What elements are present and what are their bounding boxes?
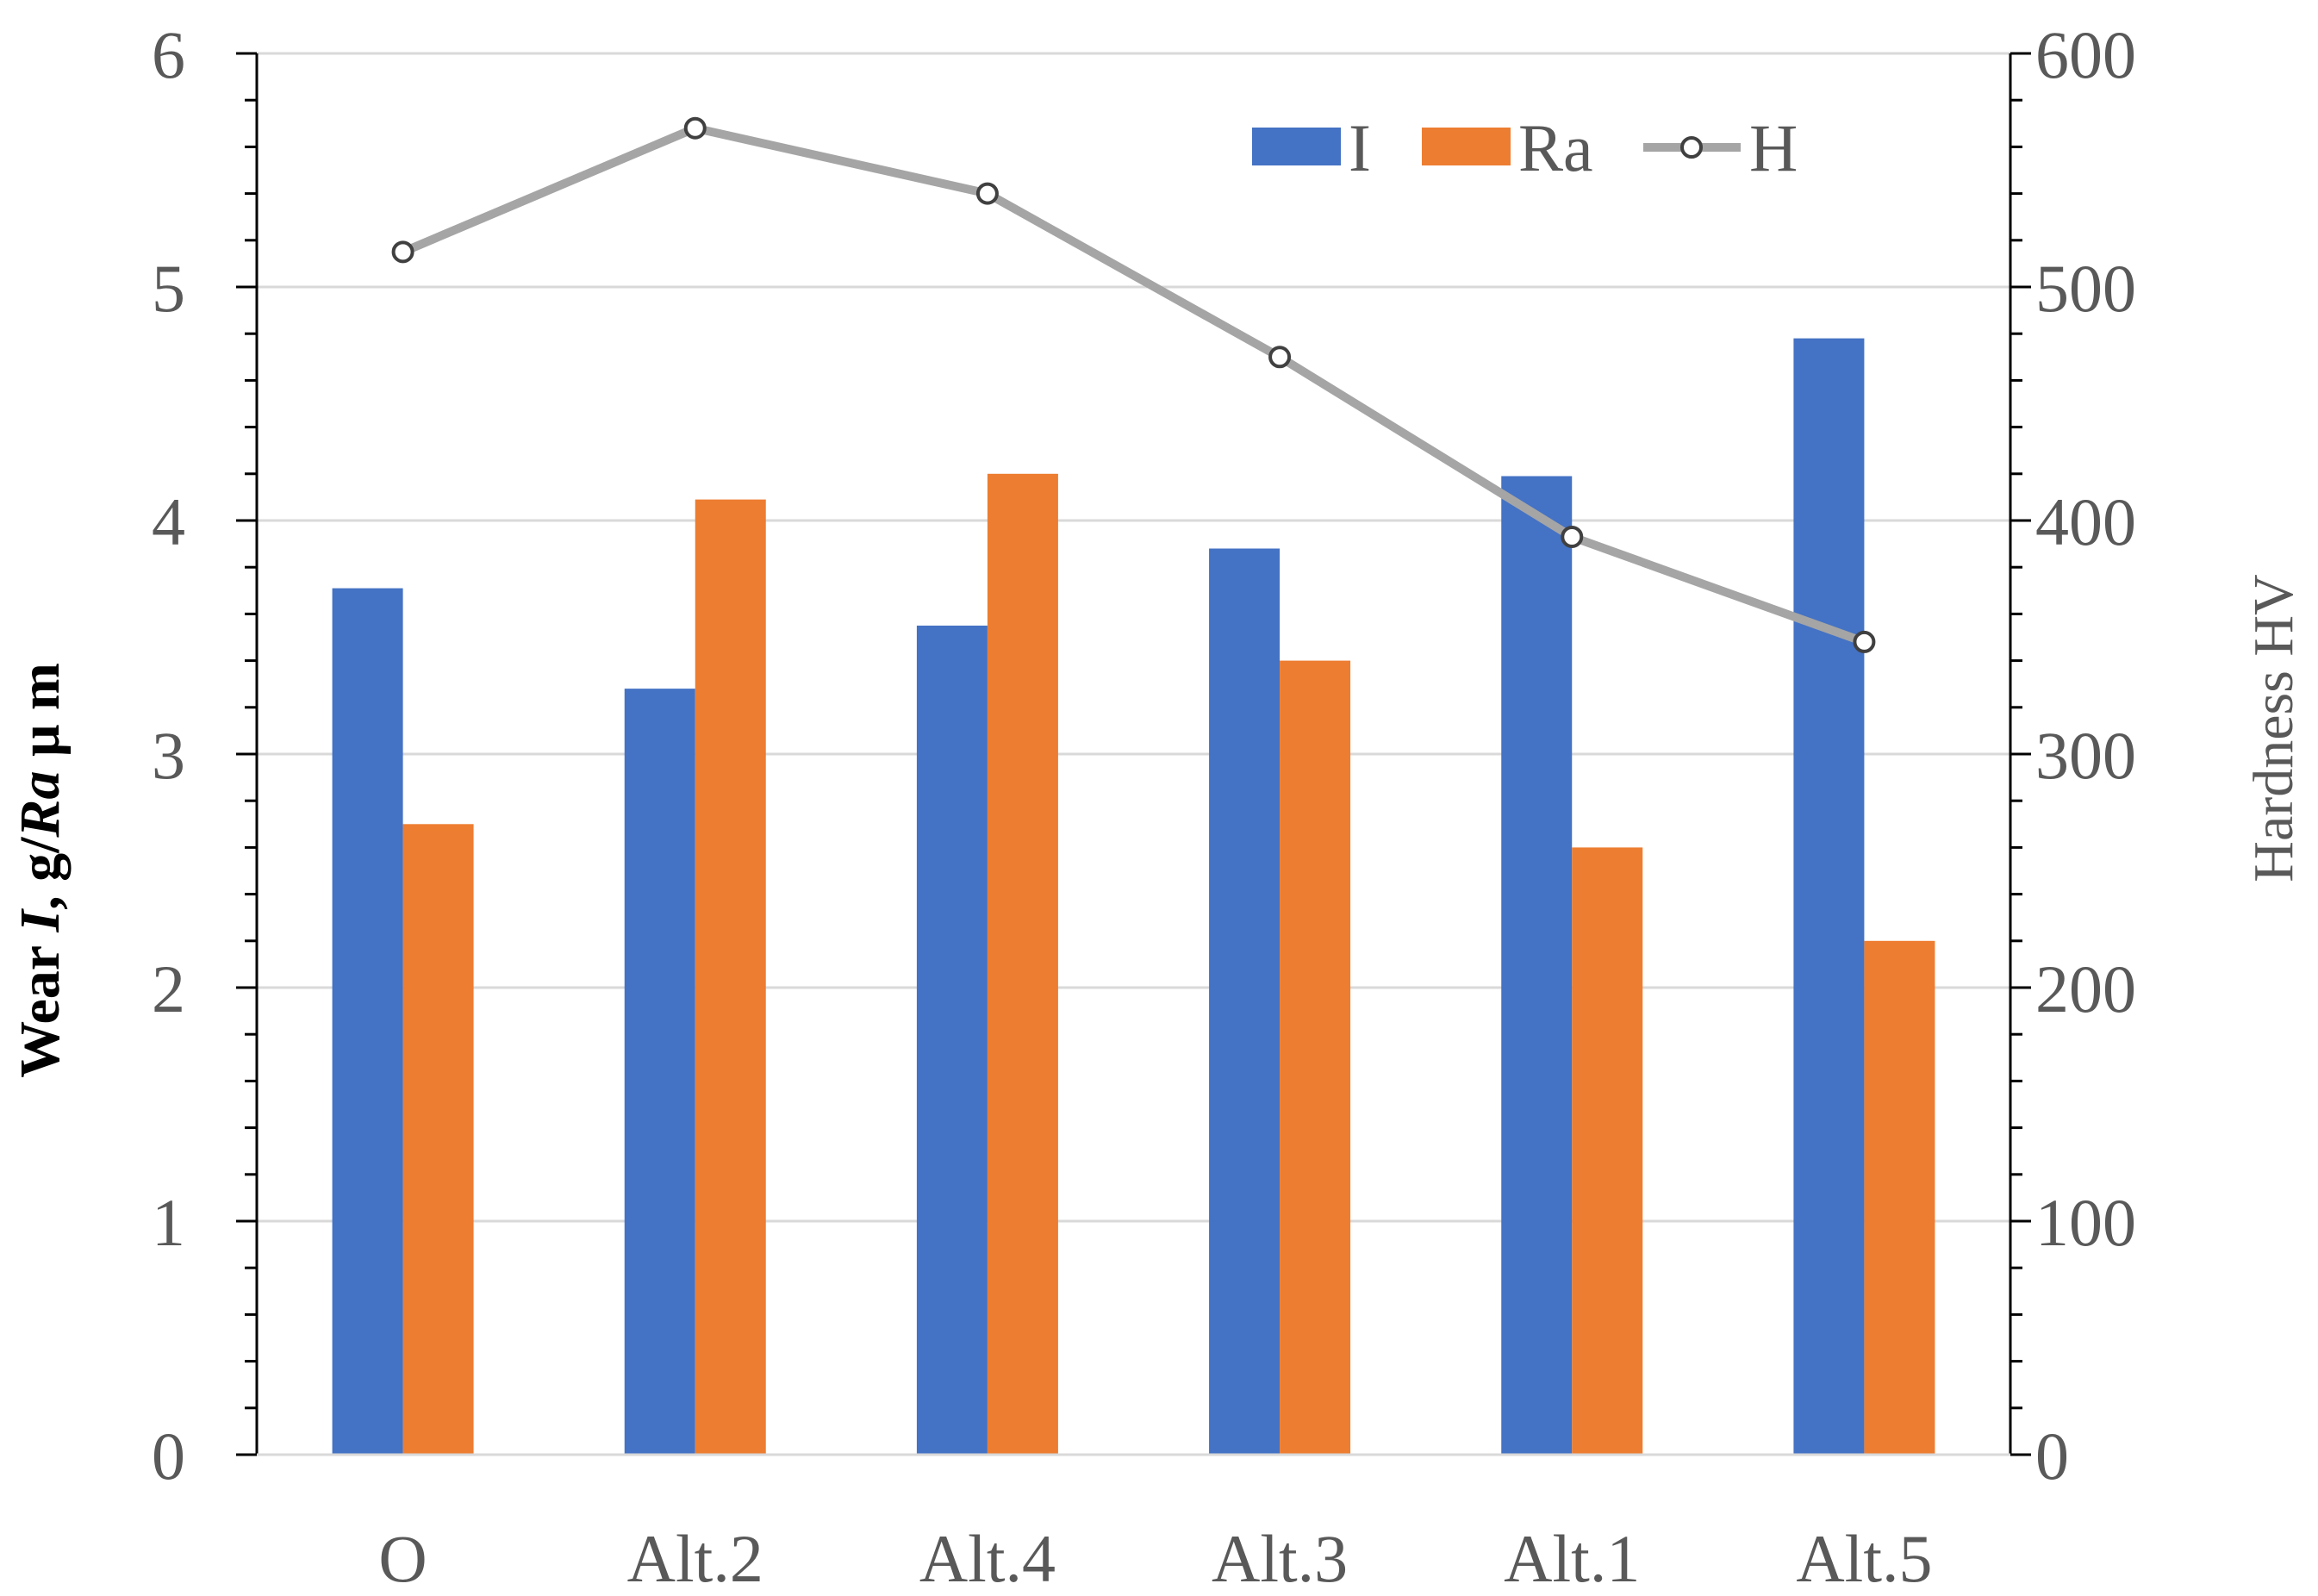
marker-h: [391, 240, 414, 264]
line-h: [398, 123, 1869, 646]
marker-h: [1268, 346, 1292, 369]
bars: [332, 338, 1935, 1455]
bar-ra: [402, 824, 474, 1455]
y-left-title-mid: , g/: [9, 836, 72, 910]
y-left-tick-label: 1: [152, 1185, 185, 1260]
y-left-title-italic-ra: Ra: [9, 771, 72, 839]
x-category-label: Alt.5: [1796, 1521, 1932, 1596]
marker-h: [975, 182, 999, 205]
y-left-tick-label: 6: [152, 17, 185, 92]
bar-ra: [1864, 940, 1935, 1455]
y-axis-left-title: Wear I, g/Ra μ m: [9, 663, 72, 1078]
bar-i: [1209, 548, 1281, 1455]
bar-i: [1501, 476, 1573, 1455]
gridlines: [257, 52, 2010, 1223]
legend-marker-h: [1680, 136, 1703, 159]
bar-ra: [695, 499, 766, 1455]
legend-label-i: I: [1349, 110, 1371, 185]
bar-i: [916, 625, 988, 1455]
y-left-title-suffix: μ m: [9, 663, 72, 770]
marker-h: [1561, 525, 1584, 548]
x-category-label: Alt.1: [1504, 1521, 1640, 1596]
x-category-label: O: [378, 1521, 427, 1596]
bar-i: [332, 588, 403, 1455]
y-right-tick-label: 0: [2035, 1418, 2069, 1493]
y-right-tick-label: 200: [2035, 951, 2136, 1026]
bar-ra: [987, 473, 1058, 1455]
y-left-tick-label: 2: [152, 951, 185, 1026]
x-category-label: Alt.2: [627, 1521, 763, 1596]
legend-swatch-i: [1252, 128, 1341, 165]
y-left-tick-label: 5: [152, 251, 185, 326]
y-right-tick-label: 600: [2035, 17, 2136, 92]
y-left-title-italic-i: I: [9, 908, 72, 933]
y-left-tick-label: 3: [152, 718, 185, 793]
line-series: [391, 116, 1876, 653]
y-axis-right-title: Hardness HV: [2242, 574, 2305, 882]
y-right-tick-label: 500: [2035, 251, 2136, 326]
legend-swatch-ra: [1422, 128, 1511, 165]
bar-i: [624, 689, 695, 1455]
x-category-label: Alt.4: [919, 1521, 1056, 1596]
bar-i: [1793, 338, 1865, 1455]
bar-ra: [1572, 847, 1643, 1455]
legend-label-ra: Ra: [1518, 110, 1593, 185]
marker-h: [1853, 630, 1876, 653]
category-labels: O Alt.2 Alt.4 Alt.3 Alt.1 Alt.5: [378, 1521, 1932, 1596]
marker-h: [683, 116, 707, 140]
x-category-label: Alt.3: [1212, 1521, 1348, 1596]
y-left-tick-label: 0: [152, 1418, 185, 1493]
y-left-tick-label: 4: [152, 484, 185, 559]
legend: I Ra H: [1252, 110, 1798, 185]
axes: [236, 52, 2031, 1456]
y-left-title-prefix: Wear: [9, 932, 72, 1078]
bar-ra: [1280, 660, 1351, 1455]
tick-labels: 0 1 2 3 4 5 6 0 100 200 300 400 500 600: [152, 17, 2136, 1493]
y-right-tick-label: 300: [2035, 718, 2136, 793]
y-right-tick-label: 100: [2035, 1185, 2136, 1260]
y-right-tick-label: 400: [2035, 484, 2136, 559]
legend-label-h: H: [1749, 110, 1798, 185]
